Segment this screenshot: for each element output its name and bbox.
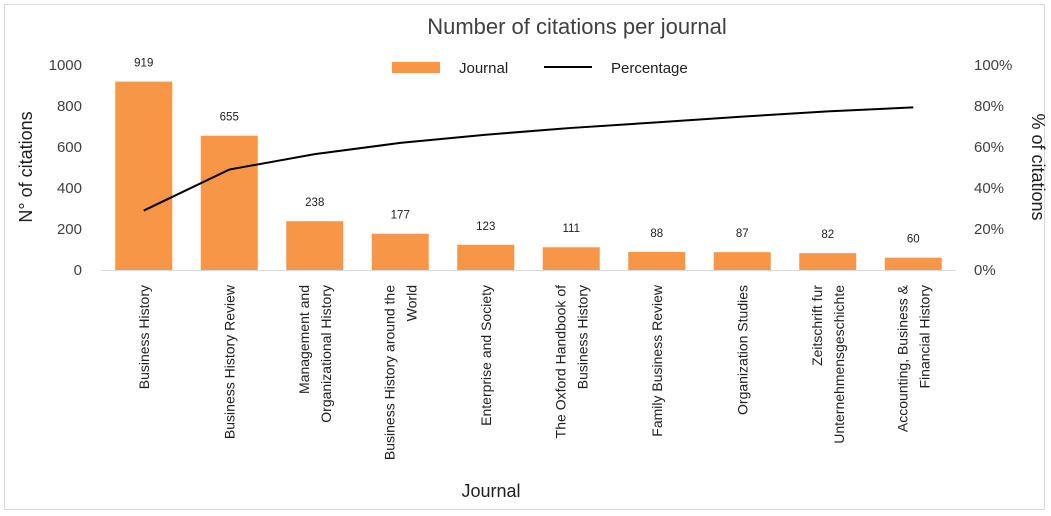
data-label: 87 xyxy=(736,228,749,240)
x-tick-label: Business History xyxy=(136,285,152,389)
legend-swatch-journal xyxy=(392,62,440,73)
x-tick-label: World xyxy=(403,285,419,321)
data-label: 655 xyxy=(220,112,239,124)
bar xyxy=(115,81,173,270)
bar xyxy=(628,251,686,270)
data-label: 60 xyxy=(907,234,920,246)
x-tick-label: Business History around the xyxy=(381,285,397,460)
y2-tick-label: 40% xyxy=(974,180,1004,197)
x-tick-label: Accounting, Business & xyxy=(894,284,910,432)
x-tick-label: Financial History xyxy=(916,285,932,388)
x-tick-label: Organizational History xyxy=(318,285,334,423)
data-label: 88 xyxy=(650,228,663,240)
y2-tick-label: 80% xyxy=(974,98,1004,115)
y2-axis-title: % of citations xyxy=(1028,113,1048,220)
y-tick-label: 600 xyxy=(57,139,82,156)
bar xyxy=(799,253,857,270)
data-label: 919 xyxy=(134,58,153,70)
y-tick-label: 400 xyxy=(57,180,82,197)
y2-tick-label: 60% xyxy=(974,139,1004,156)
y-axis-title: N° of citations xyxy=(16,111,36,222)
chart-title: Number of citations per journal xyxy=(427,14,727,39)
bar xyxy=(713,252,771,270)
percentage-line xyxy=(143,106,914,212)
y-tick-label: 200 xyxy=(57,221,82,238)
x-tick-label: Business History Review xyxy=(221,284,237,439)
x-tick-label: Management and xyxy=(296,285,312,394)
x-tick-label: Unternehmensgeschichte xyxy=(831,285,847,444)
bar xyxy=(286,221,344,270)
data-label: 238 xyxy=(305,197,324,209)
x-tick-label: Family Business Review xyxy=(649,284,665,437)
y2-tick-label: 100% xyxy=(974,57,1012,74)
bar xyxy=(457,244,515,270)
data-label: 82 xyxy=(821,229,834,241)
bar xyxy=(884,257,942,270)
data-label: 111 xyxy=(563,223,580,235)
x-tick-label: Business History xyxy=(574,285,590,389)
bar xyxy=(371,233,429,270)
y2-tick-label: 20% xyxy=(974,221,1004,238)
bar xyxy=(542,247,600,270)
y2-tick-label: 0% xyxy=(974,262,996,279)
y-tick-label: 800 xyxy=(57,98,82,115)
legend: Journal Percentage xyxy=(392,60,688,77)
y-tick-label: 0 xyxy=(74,262,82,279)
y-tick-label: 1000 xyxy=(49,57,82,74)
legend-label-percentage: Percentage xyxy=(611,60,688,77)
x-tick-label: Enterprise and Society xyxy=(478,285,494,426)
x-axis-title: Journal xyxy=(461,481,520,501)
x-tick-label: Organization Studies xyxy=(734,285,750,415)
x-tick-label: Zeitschrift fur xyxy=(809,285,825,366)
chart-frame xyxy=(4,4,1045,510)
x-tick-label: The Oxford Handbook of xyxy=(552,285,568,438)
data-label: 177 xyxy=(391,210,410,222)
data-label: 123 xyxy=(476,221,495,233)
legend-label-journal: Journal xyxy=(459,60,508,77)
bar xyxy=(200,135,258,270)
